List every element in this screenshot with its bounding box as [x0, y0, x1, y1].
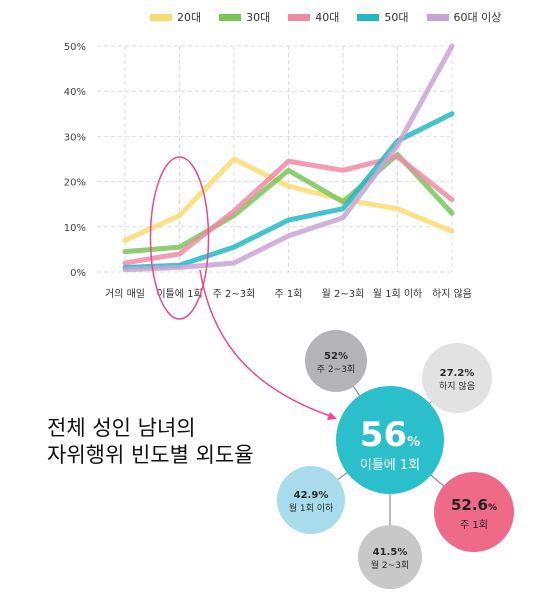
x-tick-label: 이틀에 1회: [156, 288, 202, 300]
bubble-value: 52.6%: [451, 496, 497, 514]
x-axis-labels: 거의 매일 이틀에 1회 주 2~3회 주 1회 월 2~3회 월 1회 이하 하지 않음: [105, 287, 472, 300]
y-tick-label: 10%: [64, 223, 86, 234]
connector-arrowhead: [327, 412, 337, 420]
center-value-unit: %: [407, 435, 420, 450]
bubble-label: 월 2~3회: [371, 559, 409, 571]
center-value-number: 56: [360, 415, 407, 455]
chart-legend: 20대 30대 40대 50대 60대 이상: [150, 9, 501, 25]
x-tick-label: 주 1회: [275, 288, 303, 300]
center-bubble-label: 이틀에 1회: [360, 458, 420, 473]
chart-series: [122, 43, 455, 273]
legend-label: 30대: [246, 11, 271, 24]
legend-swatch: [219, 13, 242, 21]
y-tick-label: 0%: [70, 268, 86, 279]
bubble-value-number: 52.6: [451, 496, 488, 514]
bubble-value: 42.9%: [294, 490, 329, 501]
legend-swatch: [357, 13, 380, 21]
infographic-title: 전체 성인 남녀의 자위행위 빈도별 외도율: [47, 415, 254, 469]
legend-label: 60대 이상: [453, 11, 502, 24]
legend-item: 40대: [288, 9, 339, 25]
bubble-value: 41.5%: [373, 547, 408, 558]
legend-swatch: [288, 13, 311, 21]
bubble: [422, 343, 492, 413]
x-tick-label: 월 1회 이하: [373, 287, 423, 300]
y-tick-label: 20%: [64, 178, 86, 189]
bubble-label: 월 1회 이하: [289, 502, 334, 514]
bubble: [305, 330, 367, 392]
bubble-label: 주 1회: [460, 519, 488, 531]
title-line-2: 자위행위 빈도별 외도율: [47, 443, 254, 467]
bubble-value: 27.2%: [440, 368, 475, 379]
legend-item: 60대 이상: [426, 9, 502, 25]
bubble-value-unit: %: [488, 503, 497, 513]
legend-label: 50대: [384, 11, 409, 24]
x-tick-label: 하지 않음: [432, 287, 472, 300]
bubble-value: 52%: [324, 351, 348, 362]
bubble-label: 주 2~3회: [317, 364, 355, 375]
y-tick-label: 40%: [64, 87, 86, 98]
highlight-annotation: [149, 156, 337, 420]
bubble: [277, 466, 345, 534]
bubble: [434, 472, 514, 552]
series-line: [122, 154, 455, 266]
x-tick-label: 주 2~3회: [213, 288, 256, 300]
bubble: [358, 525, 422, 589]
y-tick-label: 50%: [64, 42, 86, 53]
x-tick-label: 월 2~3회: [322, 288, 365, 300]
y-tick-label: 30%: [64, 132, 86, 143]
series-line: [122, 43, 455, 273]
y-axis-labels: 0% 10% 20% 30% 40% 50%: [64, 42, 86, 279]
highlight-connector: [199, 269, 334, 418]
legend-label: 40대: [315, 11, 340, 24]
legend-label: 20대: [177, 11, 202, 24]
x-tick-label: 거의 매일: [105, 288, 145, 300]
series-line: [122, 156, 455, 243]
legend-item: 20대: [150, 9, 201, 25]
bubble-label: 하지 않음: [439, 381, 475, 392]
highlight-ellipse: [149, 156, 210, 320]
legend-swatch: [150, 13, 172, 21]
legend-item: 30대: [219, 9, 270, 25]
center-bubble: [336, 386, 444, 494]
title-line-1: 전체 성인 남녀의: [47, 416, 196, 440]
legend-swatch: [426, 13, 449, 21]
legend-item: 50대: [357, 9, 409, 25]
center-bubble-value: 56%: [360, 415, 420, 455]
